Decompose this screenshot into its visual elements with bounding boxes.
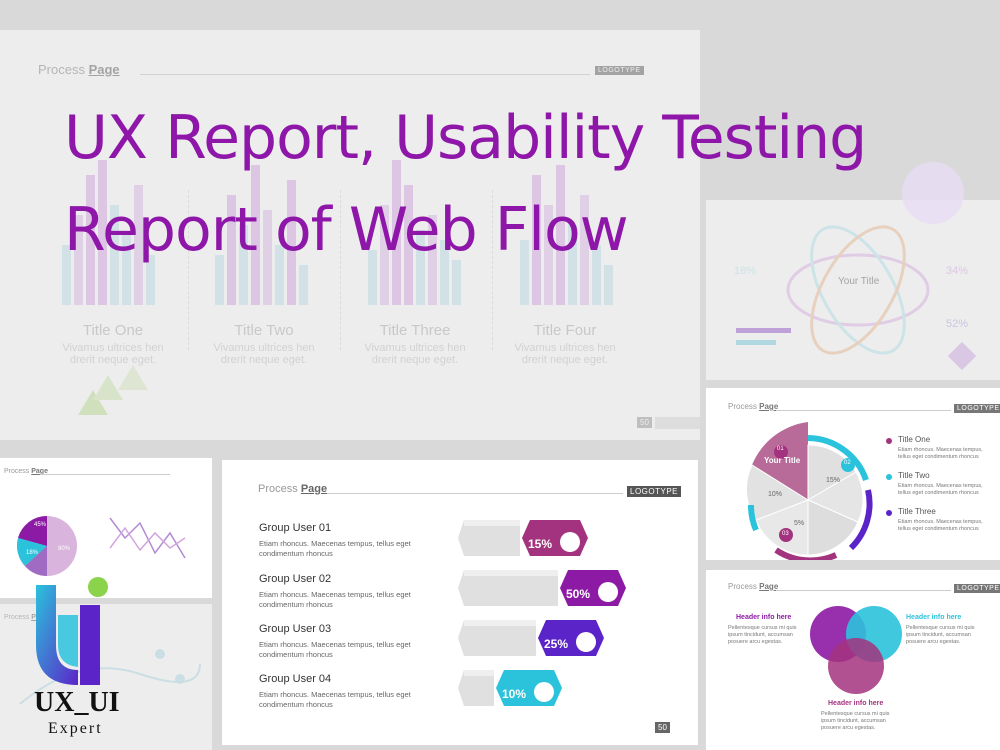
logo-text-main: UX_UI [34,687,120,718]
pie-line-chart [17,515,186,576]
center-process-title: Process Page [258,483,328,495]
circle-decor [902,162,964,224]
flow-diagram [19,649,201,705]
col-sub-3b: drerit neque eget. [371,354,459,366]
group-pct-2: 50% [566,587,591,601]
atom-p1: 18% [734,265,757,277]
center-page-number: 50 [655,722,670,733]
col-title-1: Title One [82,322,144,339]
logo-text-sub: Expert [48,720,103,737]
col-sub-1b: drerit neque eget. [69,354,157,366]
venn-bottom-title: Header info here [828,700,884,707]
chart-icon [560,532,580,552]
center-slide: Process Page LOGOTYPE Group User 01 Etia… [222,460,698,745]
pie-icon [534,682,554,702]
right-bot-slide: Process Page LOGOTYPE Header info here P… [706,570,1000,750]
col-sub-2b: drerit neque eget. [220,354,308,366]
sunburst-chart [745,422,873,560]
sunburst-pct-3: 5% [794,520,805,527]
person-icon [598,582,618,602]
bg-page-number: 50 [637,417,652,428]
col-title-4: Title Four [533,322,597,339]
sunburst-pct-1: 10% [768,491,783,498]
col-sub-3a: Vivamus ultrices hen [364,342,466,354]
group-pct-1: 15% [528,537,553,551]
sunburst-label-01: 01 [777,446,784,452]
hero-title-line1: UX Report, Usability Testing [64,103,867,173]
bg-logotype: LOGOTYPE [595,66,644,75]
left-slide: Process Page 45% 18% 80% [0,458,212,598]
bg-process-title: Process Page [38,62,120,77]
col-title-2: Title Two [234,322,294,339]
atom-diagram [736,225,930,355]
document-icon [576,632,596,652]
right-mid-slide: Process Page LOGOTYPE Your Title 01 02 0… [706,388,1000,560]
group-pct-4: 10% [502,687,527,701]
group-bars-chart [458,520,626,706]
group-title-4: Group User 04 [259,673,332,685]
venn-left-title: Header info here [736,614,792,621]
sunburst-center-title: Your Title [764,456,801,465]
group-title-3: Group User 03 [259,623,332,635]
sunburst-pct-2: 15% [826,477,841,484]
group-title-1: Group User 01 [259,522,332,534]
bar-group-2 [215,160,325,305]
right-top-slide: Your Title 18% 34% 52% [706,200,1000,380]
left-bottom-slide: Process Page [0,604,212,750]
pie-p1: 45% [34,522,47,528]
atom-center-title: Your Title [838,276,880,287]
sunburst-label-02: 02 [844,460,851,466]
col-title-3: Title Three [379,322,451,339]
logo-mark-icon [36,577,108,685]
group-pct-3: 25% [544,637,569,651]
pie-p3: 18% [26,550,39,556]
bar-group-1 [62,160,172,305]
venn-right-title: Header info here [906,614,962,621]
pie-p4: 80% [58,546,71,552]
col-sub-1a: Vivamus ultrices hen [62,342,164,354]
ux-ui-expert-logo: UX_UI Expert [18,575,148,745]
triangle-decor [78,365,148,415]
background-slide: Process Page LOGOTYPE [0,30,700,440]
hero-title-line2: Report of Web Flow [64,195,629,265]
col-sub-4b: drerit neque eget. [521,354,609,366]
atom-p3: 52% [946,318,969,330]
bar-group-4 [520,160,630,305]
sunburst-label-03: 03 [782,531,789,537]
bar-group-3 [368,160,478,305]
col-sub-2a: Vivamus ultrices hen [213,342,315,354]
atom-p2: 34% [946,265,969,277]
group-title-2: Group User 02 [259,573,332,585]
center-logotype: LOGOTYPE [627,486,682,497]
venn-diagram [810,606,902,694]
col-sub-4a: Vivamus ultrices hen [514,342,616,354]
